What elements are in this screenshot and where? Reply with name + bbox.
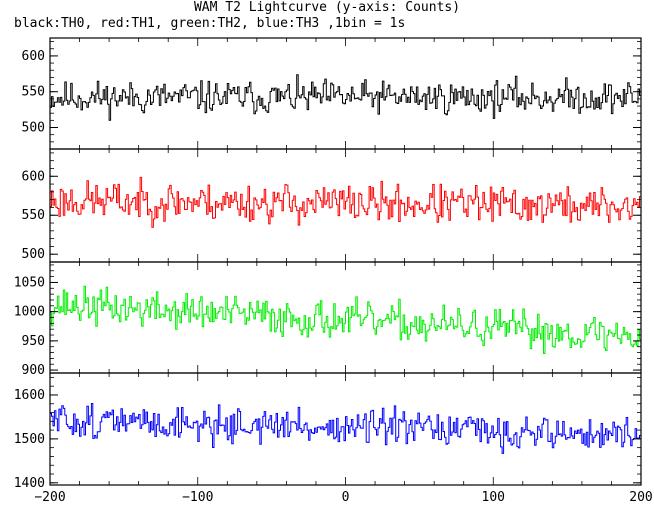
series-line-th1 xyxy=(50,176,642,228)
y-tick-label: 550 xyxy=(22,85,45,100)
y-tick-label: 550 xyxy=(22,208,45,223)
y-tick-label: 1000 xyxy=(14,305,45,320)
y-tick-label: 1600 xyxy=(14,388,45,403)
x-tick-label: 100 xyxy=(482,490,505,505)
y-tick-label: 1050 xyxy=(14,275,45,290)
y-tick-label: 600 xyxy=(22,169,45,184)
series-line-th0 xyxy=(50,74,642,121)
panel-frame-th0 xyxy=(49,37,642,150)
y-tick-label: 500 xyxy=(22,121,45,136)
y-tick-label: 1500 xyxy=(14,432,45,447)
series-line-th2 xyxy=(50,285,642,354)
y-tick-label: 1400 xyxy=(14,476,45,491)
y-tick-label: 500 xyxy=(22,247,45,262)
x-tick-label: 200 xyxy=(629,490,652,505)
y-tick-label: 900 xyxy=(22,363,45,378)
chart-title: WAM T2 Lightcurve (y-axis: Counts) xyxy=(193,0,461,15)
y-tick-label: 600 xyxy=(22,49,45,64)
x-tick-label: −100 xyxy=(182,490,213,505)
series-line-th3 xyxy=(50,403,642,454)
y-tick-label: 950 xyxy=(22,334,45,349)
chart-subtitle: black:TH0, red:TH1, green:TH2, blue:TH3 … xyxy=(14,16,406,31)
x-tick-label: 0 xyxy=(342,490,350,505)
x-tick-label: −200 xyxy=(34,490,65,505)
